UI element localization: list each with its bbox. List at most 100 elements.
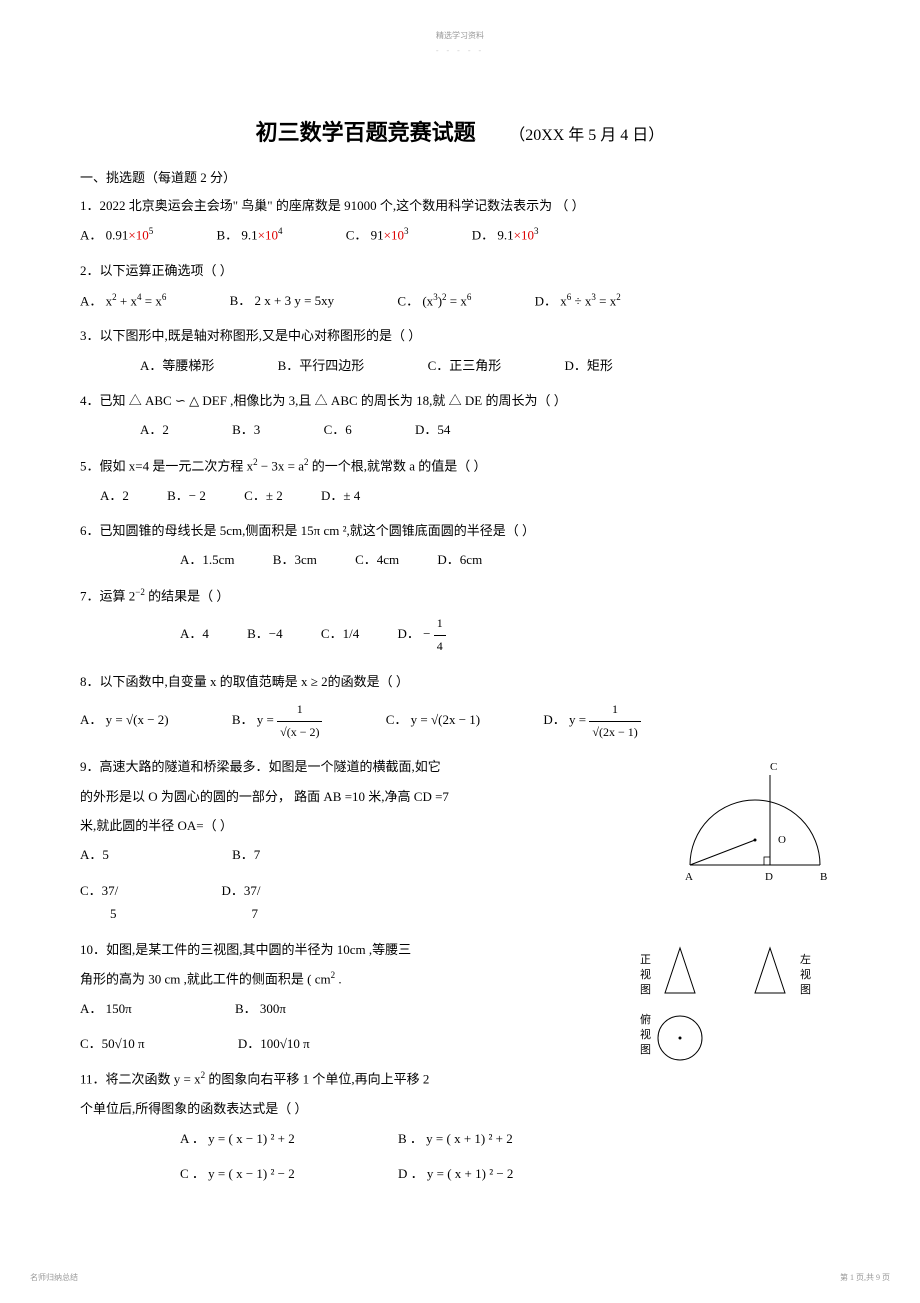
q4-text: 4．已知 △ ABC ∽ △ DEF ,相像比为 3,且 △ ABC 的周长为 … <box>80 389 840 412</box>
q3-c: C．正三角形 <box>428 354 502 377</box>
q3-b: B．平行四边形 <box>278 354 365 377</box>
q2-d-mid: ÷ x <box>571 293 591 308</box>
q5-pre: 5．假如 x=4 是一元二次方程 x <box>80 458 253 473</box>
q9-a: A．5 <box>80 843 109 866</box>
q9-block: 9．高速大路的隧道和桥梁最多．如图是一个隧道的横截面,如它 的外形是以 O 为圆… <box>80 755 840 925</box>
q6-d: D．6cm <box>437 548 482 571</box>
mult-icon: ×10 <box>514 228 534 243</box>
q1-c: C． 91 <box>346 228 384 243</box>
q8-a: A． y = <box>80 712 126 727</box>
q8-options: A． y = √(x − 2) B． y = 1√(x − 2) C． y = … <box>80 699 840 743</box>
q5-b: B．− 2 <box>167 484 206 507</box>
q7-a: A．4 <box>180 622 209 645</box>
q6-text: 6．已知圆锥的母线长是 5cm,侧面积是 15π cm ²,就这个圆锥底面圆的半… <box>80 519 840 542</box>
q7-text: 7．运算 2−2 的结果是（ ） <box>80 584 840 608</box>
q2-d-eq: = x <box>596 293 616 308</box>
page-title: 初三数学百题竞赛试题 <box>256 120 476 145</box>
q11-l1-post: 的图象向右平移 1 个单位,再向上平移 2 <box>205 1072 429 1087</box>
q7-d: D． − <box>397 626 430 641</box>
q10-a: A． 150π <box>80 997 132 1020</box>
footer-left: 名师归纳总结 <box>30 1272 78 1283</box>
q8-b-bot: √(x − 2) <box>277 722 322 744</box>
q10-c: C．50√10 π <box>80 1032 145 1055</box>
q7-c: C．1/4 <box>321 622 359 645</box>
q4-d: D．54 <box>415 418 450 441</box>
q2-d: D． x <box>535 293 567 308</box>
q2-c: C． (x <box>397 293 433 308</box>
svg-text:视: 视 <box>800 967 811 981</box>
q1-options: A． 0.91×105 B． 9.1×104 C． 91×103 D． 9.1×… <box>80 223 840 247</box>
q8-c: C． y = <box>386 712 431 727</box>
q2-b: B． 2 x + 3 y = 5xy <box>230 289 335 312</box>
header-dots: - - - - - <box>80 46 840 55</box>
svg-text:D: D <box>765 871 773 883</box>
mult-icon: ×10 <box>128 228 148 243</box>
q4-options: A．2 B．3 C．6 D．54 <box>140 418 840 441</box>
q5-d: D．± 4 <box>321 484 360 507</box>
q10-b: B． 300π <box>235 997 286 1020</box>
q9-c-sub: 5 <box>110 906 117 921</box>
q3-text: 3．以下图形中,既是轴对称图形,又是中心对称图形的是（ ） <box>80 324 840 347</box>
q10-l2-pre: 角形的高为 30 cm ,就此工件的侧面积是 ( cm <box>80 971 331 986</box>
svg-text:O: O <box>778 834 786 846</box>
q9-c: C．37/ <box>80 883 118 898</box>
q7-post: 的结果是（ ） <box>145 588 230 603</box>
q4-a: A．2 <box>140 418 169 441</box>
q3-a: A．等腰梯形 <box>140 354 214 377</box>
svg-text:图: 图 <box>800 983 811 996</box>
q1-b: B． 9.1 <box>216 228 257 243</box>
svg-text:视: 视 <box>640 1027 651 1041</box>
q9-b: B．7 <box>232 843 260 866</box>
q11-c: C ． y = ( x − 1) ² − 2 <box>180 1162 295 1185</box>
q5-post: 的一个根,就常数 a 的值是（ ） <box>309 458 487 473</box>
q8-b-top: 1 <box>277 699 322 722</box>
q1-a: A． 0.91 <box>80 228 128 243</box>
q8-d-top: 1 <box>589 699 640 722</box>
svg-text:图: 图 <box>640 1043 651 1056</box>
q4-c: C．6 <box>324 418 352 441</box>
q11-l1-pre: 11．将二次函数 y = x <box>80 1072 201 1087</box>
svg-text:俯: 俯 <box>640 1012 651 1026</box>
title-date: （20XX 年 5 月 4 日） <box>509 127 664 144</box>
q7-b: B．−4 <box>247 622 283 645</box>
q2-options: A． x2 + x4 = x6 B． 2 x + 3 y = 5xy C． (x… <box>80 289 840 313</box>
q8-d: D． y = <box>543 712 589 727</box>
q7-options: A．4 B．−4 C．1/4 D． − 14 <box>180 613 840 657</box>
q11-options-ab: A ． y = ( x − 1) ² + 2 B ． y = ( x + 1) … <box>180 1127 840 1150</box>
q1-c-sup: 3 <box>404 226 409 236</box>
footer-right: 第 1 页,共 9 页 <box>840 1272 890 1283</box>
q10-l2-post: . <box>335 971 342 986</box>
q9-d-sub: 7 <box>252 906 259 921</box>
q11-l1: 11．将二次函数 y = x2 的图象向右平移 1 个单位,再向上平移 2 <box>80 1067 840 1091</box>
q5-text: 5．假如 x=4 是一元二次方程 x2 − 3x = a2 的一个根,就常数 a… <box>80 454 840 478</box>
q2-c-eq: = x <box>447 293 467 308</box>
mult-icon: ×10 <box>384 228 404 243</box>
svg-text:C: C <box>770 761 777 773</box>
mult-icon: ×10 <box>258 228 278 243</box>
q6-b: B．3cm <box>273 548 317 571</box>
three-view-diagram: 正 视 图 左 视 图 俯 视 图 <box>640 938 840 1078</box>
q8-b: B． y = <box>232 712 277 727</box>
q2-text: 2．以下运算正确选项（ ） <box>80 259 840 282</box>
header-watermark: 精选学习资料 <box>80 30 840 41</box>
section-1-header: 一、挑选题（每道题 2 分） <box>80 167 840 186</box>
q1-d: D． 9.1 <box>472 228 514 243</box>
svg-text:A: A <box>685 871 693 883</box>
q1-b-sup: 4 <box>278 226 283 236</box>
title-row: 初三数学百题竞赛试题 （20XX 年 5 月 4 日） <box>80 115 840 147</box>
svg-text:正: 正 <box>640 954 651 966</box>
q7-d-top: 1 <box>434 613 446 636</box>
q5-a: A．2 <box>100 484 129 507</box>
q5-c: C．± 2 <box>244 484 283 507</box>
q4-b: B．3 <box>232 418 260 441</box>
q7-pre: 7．运算 2 <box>80 588 135 603</box>
q6-a: A．1.5cm <box>180 548 235 571</box>
q11-options-cd: C ． y = ( x − 1) ² − 2 D ． y = ( x + 1) … <box>180 1162 840 1185</box>
svg-text:视: 视 <box>640 967 651 981</box>
q8-d-bot: √(2x − 1) <box>589 722 640 744</box>
q6-options: A．1.5cm B．3cm C．4cm D．6cm <box>180 548 840 571</box>
q8-c-sqrt: √(2x − 1) <box>431 712 480 727</box>
q8-a-sqrt: √(x − 2) <box>126 712 169 727</box>
q2-a-eq: = x <box>141 293 161 308</box>
tunnel-diagram: C O A D B <box>670 755 840 885</box>
